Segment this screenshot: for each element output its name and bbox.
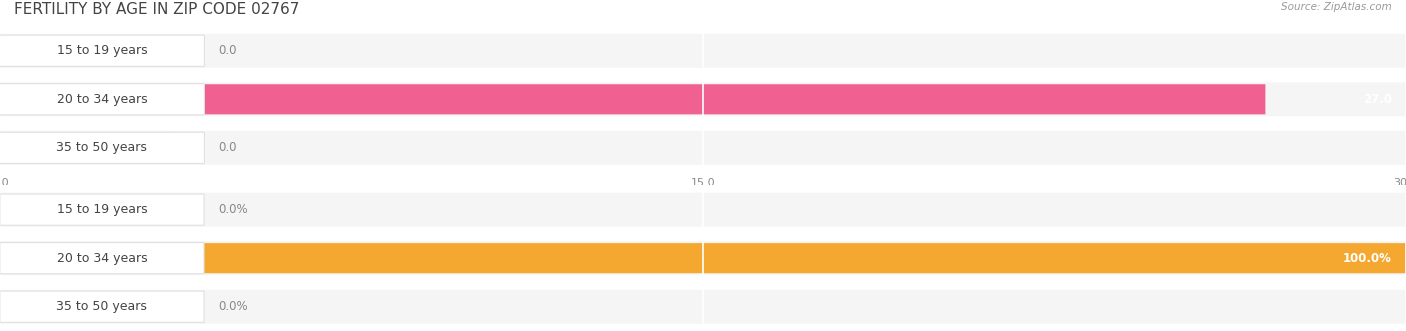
Text: 0.0: 0.0 [218,44,236,57]
Text: 15 to 19 years: 15 to 19 years [56,203,148,216]
FancyBboxPatch shape [0,82,1406,116]
FancyBboxPatch shape [0,291,204,322]
FancyBboxPatch shape [0,133,173,163]
FancyBboxPatch shape [0,35,204,67]
FancyBboxPatch shape [0,34,1406,68]
Text: 35 to 50 years: 35 to 50 years [56,141,148,154]
Text: 0.0%: 0.0% [218,300,247,313]
Text: 35 to 50 years: 35 to 50 years [56,300,148,313]
Text: 0.0%: 0.0% [218,203,247,216]
Text: 15 to 19 years: 15 to 19 years [56,44,148,57]
Text: 27.0: 27.0 [1362,93,1392,106]
Text: 20 to 34 years: 20 to 34 years [56,252,148,265]
FancyBboxPatch shape [0,194,204,225]
FancyBboxPatch shape [0,243,204,274]
Text: 0.0: 0.0 [218,141,236,154]
FancyBboxPatch shape [0,193,1406,227]
FancyBboxPatch shape [0,243,1406,273]
FancyBboxPatch shape [0,84,204,115]
FancyBboxPatch shape [0,132,204,164]
FancyBboxPatch shape [0,131,1406,165]
FancyBboxPatch shape [0,36,173,66]
FancyBboxPatch shape [0,292,173,322]
FancyBboxPatch shape [0,290,1406,324]
Text: Source: ZipAtlas.com: Source: ZipAtlas.com [1281,2,1392,12]
Text: FERTILITY BY AGE IN ZIP CODE 02767: FERTILITY BY AGE IN ZIP CODE 02767 [14,2,299,17]
Text: 100.0%: 100.0% [1343,252,1392,265]
Text: 20 to 34 years: 20 to 34 years [56,93,148,106]
FancyBboxPatch shape [0,84,1265,114]
FancyBboxPatch shape [0,195,173,225]
FancyBboxPatch shape [0,241,1406,275]
